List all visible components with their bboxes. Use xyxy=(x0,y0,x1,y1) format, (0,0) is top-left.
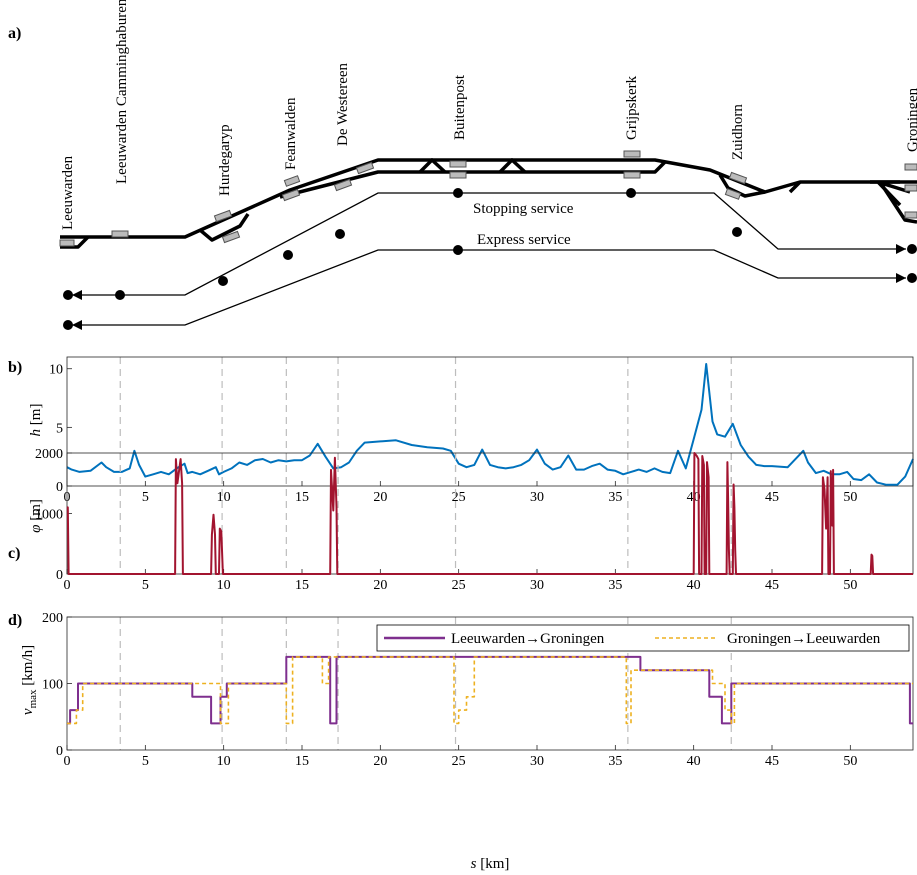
track-lines xyxy=(60,158,917,249)
panel-d-xlabel: s [km] xyxy=(471,856,510,872)
station-label-buitenpost: Buitenpost xyxy=(452,74,468,140)
x-tick-label: 0 xyxy=(64,578,71,593)
panel-d-ylabel: vmax [km/h] xyxy=(20,645,39,715)
y-tick-label: 100 xyxy=(42,678,63,693)
platforms xyxy=(59,150,917,247)
panel-b-label: b) xyxy=(8,359,22,376)
stop-dot xyxy=(63,290,73,300)
x-tick-label: 40 xyxy=(687,754,701,769)
x-tick-label: 50 xyxy=(843,490,857,505)
express-service-label: Express service xyxy=(477,232,571,248)
y-tick-label: 5 xyxy=(56,421,63,436)
stopping-service-label: Stopping service xyxy=(473,201,574,217)
stop-dot xyxy=(453,188,463,198)
y-tick-label: 0 xyxy=(56,480,63,495)
x-tick-label: 35 xyxy=(608,490,622,505)
x-tick-label: 15 xyxy=(295,754,309,769)
y-tick-label: 10 xyxy=(49,363,63,378)
station-label-groningen: Groningen xyxy=(905,87,917,152)
x-tick-label: 50 xyxy=(843,578,857,593)
stop-dot xyxy=(335,229,345,239)
x-tick-label: 20 xyxy=(373,490,387,505)
x-tick-label: 20 xyxy=(373,754,387,769)
y-tick-label: 0 xyxy=(56,568,63,583)
series-line-1 xyxy=(67,656,913,725)
x-tick-label: 15 xyxy=(295,578,309,593)
x-tick-label: 35 xyxy=(608,578,622,593)
panel-a-track-schematic: a) Leeuwarden Leeuwarden Camminghaburen … xyxy=(8,0,917,330)
legend-box xyxy=(376,624,910,652)
series-line-0 xyxy=(66,452,913,575)
x-tick-label: 45 xyxy=(765,490,779,505)
stop-dot xyxy=(63,320,73,330)
y-tick-label: 0 xyxy=(56,744,63,759)
legend-label-lg: Leeuwarden→Groningen xyxy=(451,631,605,647)
x-tick-label: 5 xyxy=(142,490,149,505)
stop-dot xyxy=(115,290,125,300)
service-lines xyxy=(72,192,906,326)
x-tick-label: 30 xyxy=(530,490,544,505)
x-tick-label: 0 xyxy=(64,754,71,769)
x-tick-label: 25 xyxy=(452,754,466,769)
station-label-de-westereen: De Westereen xyxy=(335,62,351,146)
series-line-0 xyxy=(67,655,913,725)
panel-c-label: c) xyxy=(8,545,20,562)
y-tick-label: 1000 xyxy=(35,508,63,523)
x-tick-label: 30 xyxy=(530,578,544,593)
stop-dot xyxy=(453,245,463,255)
panel-b-ylabel: h [m] xyxy=(28,404,44,437)
legend: Leeuwarden→Groningen Groningen→Leeuwarde… xyxy=(376,624,910,652)
station-label-feanwalden: Feanwalden xyxy=(283,97,299,170)
x-tick-label: 35 xyxy=(608,754,622,769)
series-line-0 xyxy=(66,363,914,486)
x-tick-label: 10 xyxy=(217,754,231,769)
plot-frame xyxy=(66,452,914,575)
x-tick-label: 45 xyxy=(765,578,779,593)
x-tick-label: 10 xyxy=(217,578,231,593)
x-tick-label: 15 xyxy=(295,490,309,505)
panel-a-label: a) xyxy=(8,25,21,42)
x-tick-label: 30 xyxy=(530,754,544,769)
stop-dot xyxy=(283,250,293,260)
station-label-leeuwarden: Leeuwarden xyxy=(60,155,76,230)
x-tick-label: 5 xyxy=(142,754,149,769)
stop-dot xyxy=(907,273,917,283)
panel-d-speed-chart: d) vmax [km/h] s [km] 0 5 10 15 20 25 30 35 40 45… xyxy=(8,611,914,872)
x-tick-label: 5 xyxy=(142,578,149,593)
x-tick-label: 25 xyxy=(452,578,466,593)
service-arrows xyxy=(72,244,906,330)
panel-c-ylabel: φ [m] xyxy=(28,499,44,533)
stop-dot xyxy=(907,244,917,254)
panel-d-label: d) xyxy=(8,612,22,629)
x-tick-label: 20 xyxy=(373,578,387,593)
x-tick-label: 25 xyxy=(452,490,466,505)
plot-area-d: 0 5 10 15 20 25 30 35 40 45 50 0 100 200 xyxy=(42,611,914,769)
station-label-grijpskerk: Grijpskerk xyxy=(624,75,640,140)
stop-dot xyxy=(218,276,228,286)
x-tick-label: 50 xyxy=(843,754,857,769)
stop-dot xyxy=(732,227,742,237)
legend-label-gl: Groningen→Leeuwarden xyxy=(727,631,881,647)
station-label-camminghaburen: Leeuwarden Camminghaburen xyxy=(114,0,130,184)
station-label-zuidhorn: Zuidhorn xyxy=(730,104,746,160)
y-tick-label: 2000 xyxy=(35,447,63,462)
x-tick-label: 45 xyxy=(765,754,779,769)
y-tick-label: 200 xyxy=(42,611,63,626)
plot-frame xyxy=(66,356,914,487)
station-label-hurdegaryp: Hurdegaryp xyxy=(217,124,233,196)
stop-dot xyxy=(626,188,636,198)
x-tick-label: 40 xyxy=(687,578,701,593)
service-stop-dots xyxy=(63,188,917,330)
x-tick-label: 10 xyxy=(217,490,231,505)
